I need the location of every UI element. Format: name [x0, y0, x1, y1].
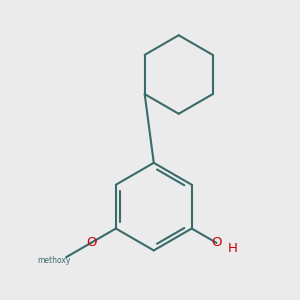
- Text: O: O: [86, 236, 96, 249]
- Text: O: O: [211, 236, 222, 249]
- Text: H: H: [228, 242, 238, 255]
- Text: methoxy: methoxy: [38, 256, 71, 265]
